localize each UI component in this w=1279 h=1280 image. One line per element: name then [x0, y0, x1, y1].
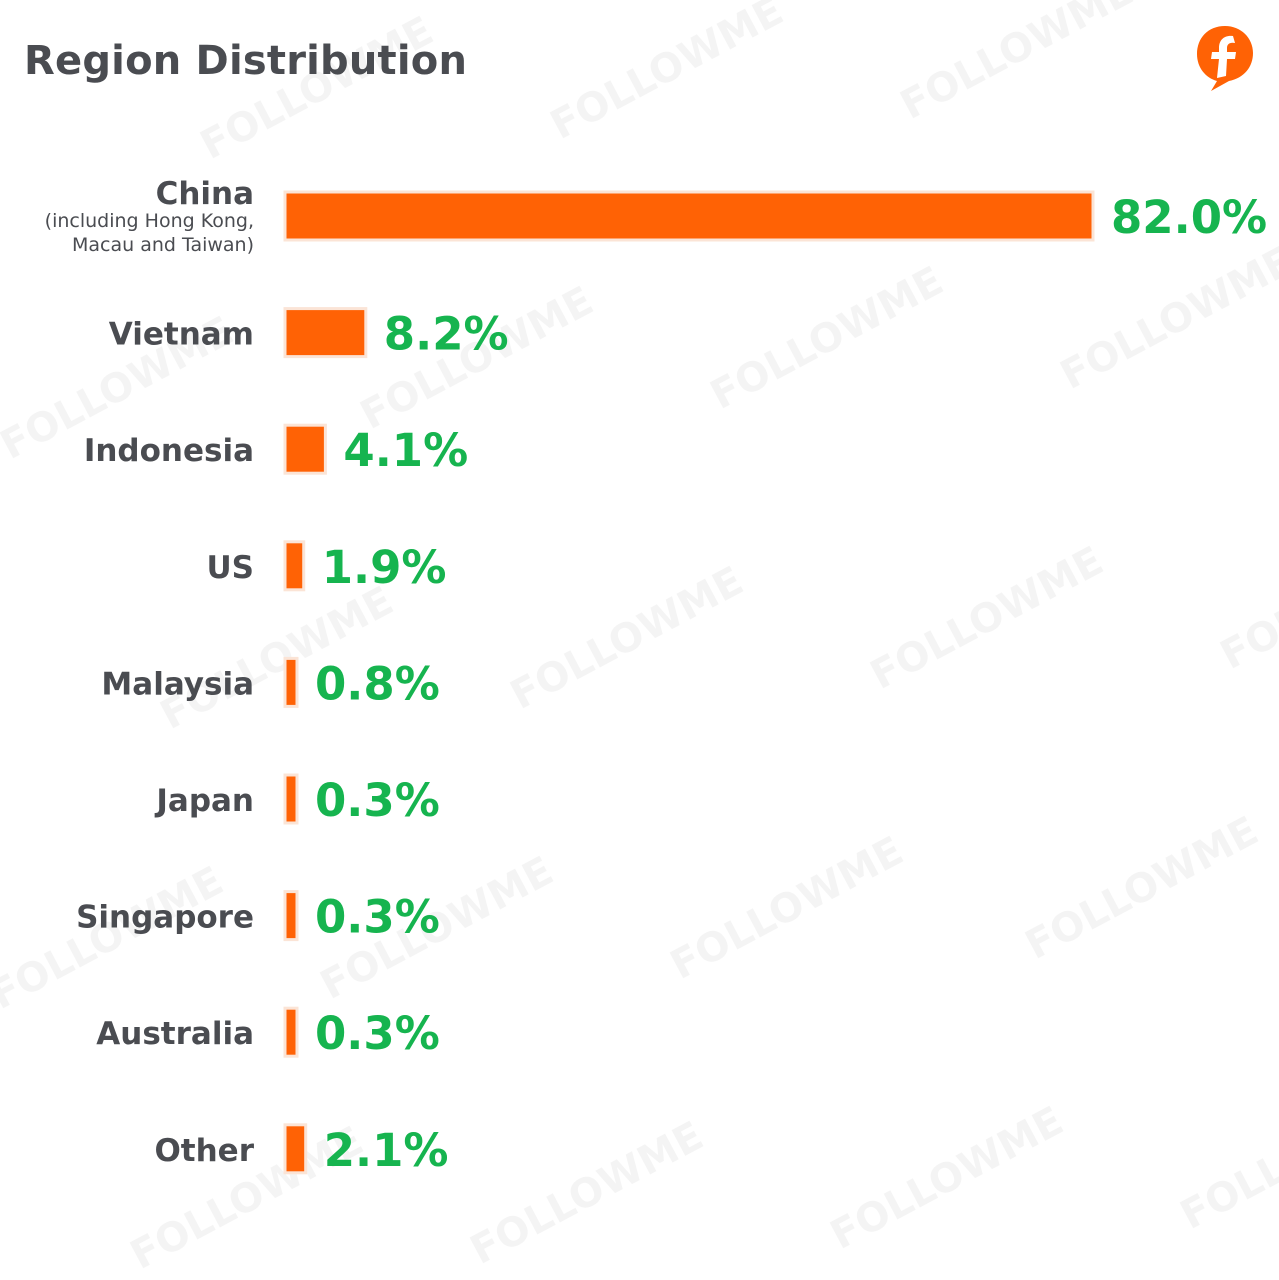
value-label: 82.0% — [1111, 191, 1267, 244]
category-note: (including Hong Kong, — [45, 210, 254, 232]
value-label: 1.9% — [322, 541, 447, 594]
category-label: Indonesia — [84, 433, 254, 469]
bar-indonesia — [283, 423, 327, 475]
value-label: 0.8% — [315, 657, 440, 710]
bar-australia — [283, 1006, 299, 1058]
value-label: 4.1% — [343, 424, 468, 477]
bar-vietnam — [283, 307, 368, 359]
value-label: 2.1% — [324, 1124, 449, 1177]
category-label: Malaysia — [101, 666, 254, 702]
bar-japan — [283, 773, 299, 825]
category-label: Singapore — [76, 900, 254, 936]
category-label: US — [207, 550, 255, 586]
value-label: 0.3% — [315, 1007, 440, 1060]
bar-other — [283, 1123, 308, 1175]
category-label: China — [156, 176, 254, 212]
category-label: Vietnam — [109, 317, 254, 353]
category-label: Japan — [154, 783, 254, 819]
value-label: 8.2% — [384, 308, 509, 361]
bar-malaysia — [283, 656, 299, 708]
chart-title: Region Distribution — [24, 38, 468, 84]
category-label: Australia — [96, 1016, 254, 1052]
bar-china — [283, 190, 1095, 242]
bar-singapore — [283, 890, 299, 942]
followme-logo-icon — [1197, 26, 1253, 91]
value-label: 0.3% — [315, 891, 440, 944]
bar-us — [283, 540, 306, 592]
category-note: Macau and Taiwan) — [72, 234, 254, 256]
value-label: 0.3% — [315, 774, 440, 827]
category-label: Other — [154, 1133, 254, 1169]
